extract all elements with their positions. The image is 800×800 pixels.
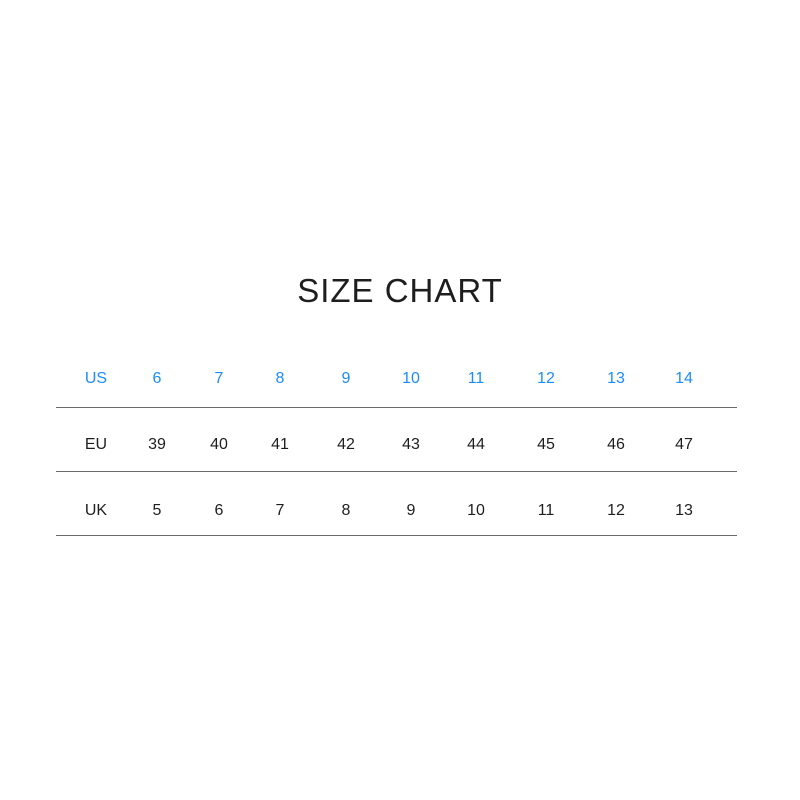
size-cell: 41 [271,436,289,453]
size-cell: 6 [214,502,224,519]
size-row-eu: EU 39 40 41 42 43 44 45 46 47 [0,433,800,457]
size-cell: 9 [341,370,351,387]
size-cell: 7 [275,502,285,519]
size-cell: 14 [675,370,693,387]
size-cell: 12 [537,370,555,387]
size-cell: 7 [214,370,224,387]
size-cell: 11 [537,502,555,519]
size-cell: 40 [210,436,228,453]
row-divider [56,535,737,536]
size-cell: 11 [467,370,485,387]
size-cell: 39 [148,436,166,453]
row-label: UK [84,502,108,519]
size-row-us: US 6 7 8 9 10 11 12 13 14 [0,367,800,391]
page-title: SIZE CHART [297,272,503,309]
size-cell: 10 [402,370,420,387]
size-cell: 5 [152,502,162,519]
size-cell: 43 [402,436,420,453]
size-cell: 46 [607,436,625,453]
size-cell: 10 [467,502,485,519]
row-divider [56,471,737,472]
size-cell: 8 [275,370,285,387]
size-cell: 44 [467,436,485,453]
size-cell: 13 [675,502,693,519]
size-cell: 9 [406,502,416,519]
size-row-uk: UK 5 6 7 8 9 10 11 12 13 [0,499,800,523]
size-cell: 8 [341,502,351,519]
row-divider [56,407,737,408]
size-cell: 47 [675,436,693,453]
size-cell: 6 [152,370,162,387]
size-cell: 42 [337,436,355,453]
size-cell: 45 [537,436,555,453]
row-label: US [84,370,108,387]
size-cell: 13 [607,370,625,387]
row-label: EU [84,436,108,453]
size-cell: 12 [607,502,625,519]
